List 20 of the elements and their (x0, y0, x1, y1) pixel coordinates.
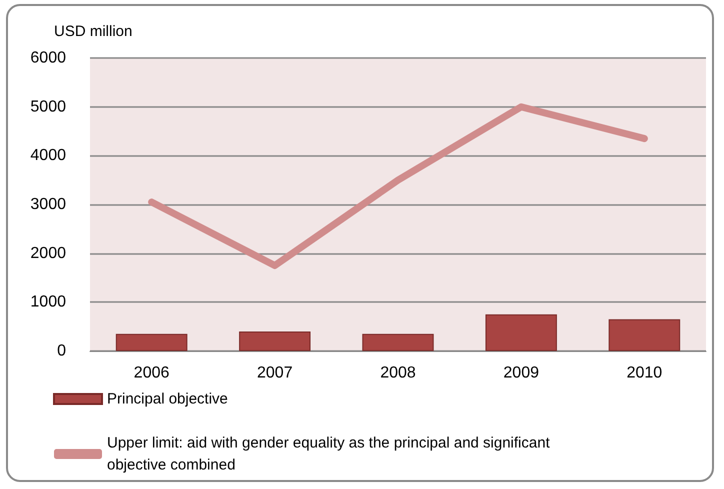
bar (116, 334, 188, 351)
y-axis-title: USD million (54, 23, 132, 40)
y-tick-label: 1000 (30, 294, 66, 311)
x-tick-label: 2009 (503, 364, 540, 382)
legend-label: Upper limit: aid with gender equality as the principal and significant objective combined (107, 434, 554, 474)
y-tick-label: 4000 (30, 147, 66, 164)
x-tick-label: 2006 (134, 364, 170, 382)
bar (239, 331, 311, 351)
y-tick-label: 6000 (30, 50, 66, 66)
bar (485, 314, 557, 351)
x-tick-label: 2010 (626, 364, 662, 382)
legend-label: Principal objective (107, 390, 228, 408)
y-tick-label: 0 (57, 342, 66, 360)
y-tick-label: 2000 (30, 244, 66, 262)
x-tick-label: 2008 (380, 364, 416, 382)
x-tick-label: 2007 (257, 364, 293, 382)
bar (362, 334, 434, 351)
y-tick-label: 5000 (30, 98, 66, 116)
bar (608, 319, 680, 351)
y-tick-label: 3000 (30, 196, 66, 213)
